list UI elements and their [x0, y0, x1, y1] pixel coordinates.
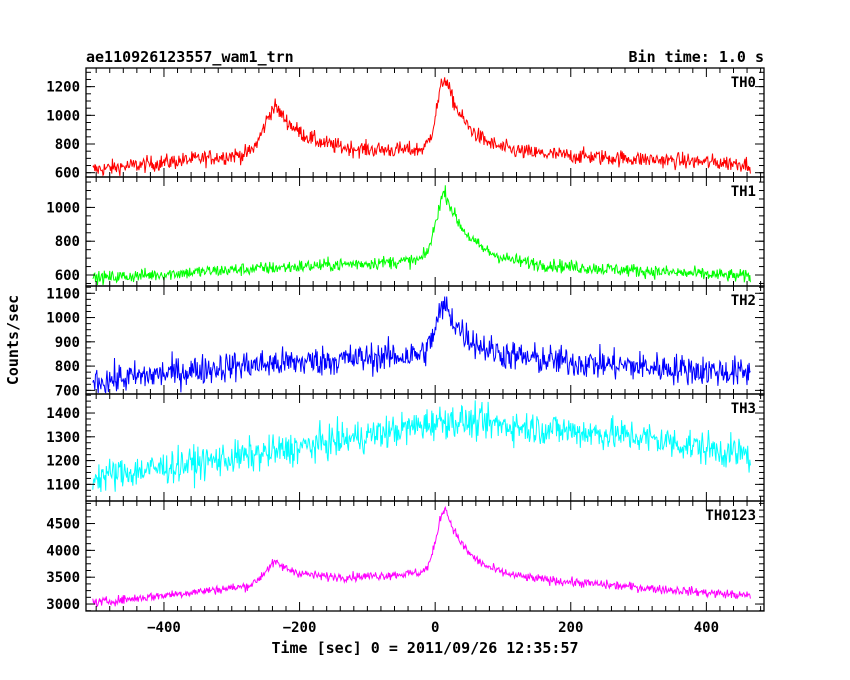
y-tick-label: 3000: [46, 597, 80, 613]
series-line-th3: [92, 400, 751, 493]
x-tick-label: 400: [694, 620, 719, 636]
y-tick-label: 1400: [46, 406, 80, 422]
y-tick-label: 800: [55, 359, 80, 375]
title-right: Bin time: 1.0 s: [629, 48, 764, 66]
x-tick-label: −400: [147, 620, 181, 636]
y-tick-label: 1300: [46, 430, 80, 446]
y-tick-label: 4500: [46, 517, 80, 533]
title-left: ae110926123557_wam1_trn: [86, 48, 294, 66]
y-tick-label: 1000: [46, 108, 80, 124]
y-tick-label: 4000: [46, 543, 80, 559]
panel-label-th3: TH3: [731, 401, 756, 417]
y-tick-label: 1100: [46, 286, 80, 302]
y-axis-label: Counts/sec: [4, 295, 22, 385]
y-tick-label: 1200: [46, 454, 80, 470]
x-tick-label: 200: [558, 620, 583, 636]
y-tick-label: 600: [55, 268, 80, 284]
y-tick-label: 700: [55, 383, 80, 399]
series-line-th1: [92, 185, 751, 286]
y-tick-label: 800: [55, 234, 80, 250]
x-tick-label: −200: [283, 620, 317, 636]
y-tick-label: 600: [55, 166, 80, 182]
panel-label-th1: TH1: [731, 184, 756, 200]
y-tick-label: 1100: [46, 477, 80, 493]
panel-label-th2: TH2: [731, 293, 756, 309]
panels-group: 600 800 1000 1200 TH0 600 800 1000 TH1 700 800 900 1…: [46, 67, 765, 636]
x-tick-label: 0: [431, 620, 439, 636]
y-tick-label: 1000: [46, 200, 80, 216]
y-tick-label: 1200: [46, 80, 80, 96]
x-axis-label: Time [sec] 0 = 2011/09/26 12:35:57: [271, 639, 578, 657]
y-tick-label: 800: [55, 137, 80, 153]
series-line-th2: [92, 296, 751, 394]
panel-label-th0: TH0: [731, 75, 756, 91]
y-tick-label: 3500: [46, 570, 80, 586]
panel-frame-th0123: [85, 500, 765, 612]
y-tick-label: 1000: [46, 311, 80, 327]
y-tick-label: 900: [55, 335, 80, 351]
series-line-th0123: [92, 505, 751, 608]
series-line-th0: [92, 77, 751, 177]
panel-label-th0123: TH0123: [705, 508, 756, 524]
